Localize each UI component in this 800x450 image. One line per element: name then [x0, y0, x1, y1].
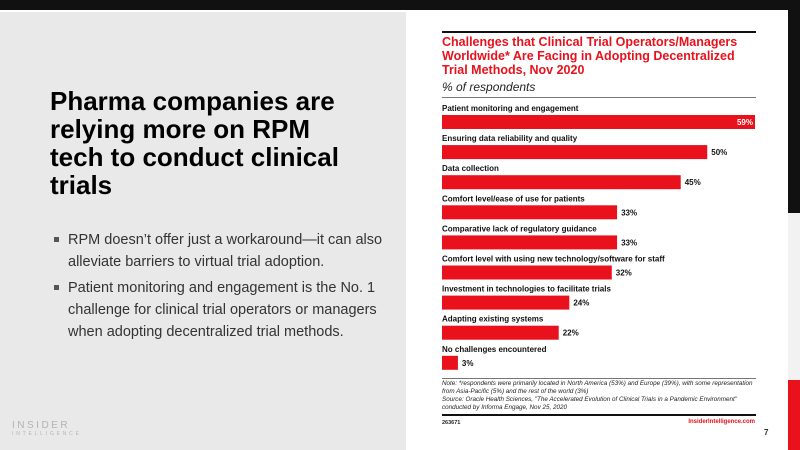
value-label: 45% [685, 178, 701, 187]
bullet-list: RPM doesn’t offer just a workaround—it c… [52, 229, 402, 347]
chart-footer-rule [442, 414, 756, 416]
page-number: 7 [764, 428, 769, 437]
logo-line2: INTELLIGENCE [12, 431, 82, 437]
bullet-text: Patient monitoring and engagement is the… [68, 280, 377, 340]
value-label: 24% [573, 299, 589, 308]
value-label: 3% [462, 359, 474, 368]
value-label: 33% [621, 208, 637, 217]
bar [442, 355, 458, 370]
bullet-square-icon [54, 237, 59, 242]
bar [442, 145, 708, 160]
category-label: Data collection [442, 164, 499, 173]
value-label: 32% [616, 269, 632, 278]
bullet-item: Patient monitoring and engagement is the… [52, 277, 402, 343]
category-label: Adapting existing systems [442, 315, 544, 324]
bar [442, 325, 559, 340]
value-label: 33% [621, 238, 637, 247]
left-panel [0, 12, 406, 450]
note-text: Note: *respondents were primarily locate… [442, 380, 753, 395]
chart-panel [406, 12, 788, 450]
bar [442, 295, 570, 310]
value-label: 22% [563, 329, 579, 338]
chart-header-rule [442, 97, 756, 98]
bar [442, 115, 755, 129]
chart-id: 263671 [442, 420, 461, 426]
top-bar [0, 0, 800, 10]
chart-note: Note: *respondents were primarily locate… [442, 380, 762, 412]
bar [442, 175, 681, 190]
category-label: Patient monitoring and engagement [442, 104, 579, 113]
category-label: No challenges encountered [442, 345, 547, 354]
source-text: Source: Oracle Health Sciences, "The Acc… [442, 396, 737, 411]
chart-title: Challenges that Clinical Trial Operators… [442, 35, 738, 77]
category-label: Comfort level/ease of use for patients [442, 194, 585, 203]
chart-bottom-rule [442, 378, 756, 379]
category-label: Ensuring data reliability and quality [442, 134, 578, 143]
edge-strip-red [788, 380, 800, 450]
edge-strip-black [788, 10, 800, 213]
slide-headline: Pharma companies are relying more on RPM… [50, 86, 339, 200]
bar [442, 235, 618, 250]
bar [442, 265, 612, 280]
bullet-item: RPM doesn’t offer just a workaround—it c… [52, 229, 402, 273]
logo-line1: INSIDER [12, 420, 71, 431]
category-label: Investment in technologies to facilitate… [442, 285, 611, 294]
bullet-square-icon [54, 285, 59, 290]
value-label: 50% [711, 148, 727, 157]
chart-brand-link[interactable]: InsiderIntelligence.com [688, 419, 755, 425]
value-label: 59% [737, 118, 753, 127]
chart-subtitle: % of respondents [442, 80, 536, 94]
bar [442, 205, 618, 220]
chart-top-rule [442, 31, 756, 33]
bullet-text: RPM doesn’t offer just a workaround—it c… [68, 232, 383, 270]
insider-intelligence-logo: INSIDER INTELLIGENCE [12, 420, 82, 438]
category-label: Comfort level with using new technology/… [442, 255, 665, 264]
edge-strip-gray [788, 213, 800, 380]
category-label: Comparative lack of regulatory guidance [442, 224, 597, 233]
